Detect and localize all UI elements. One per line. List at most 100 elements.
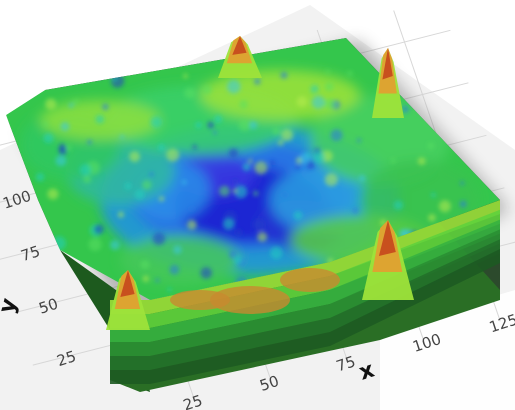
surface-speck xyxy=(254,161,268,175)
ridge-highlight xyxy=(210,286,290,314)
surface-speck xyxy=(430,192,436,198)
surface-speck xyxy=(152,232,166,245)
surface-speck xyxy=(239,100,249,109)
surface-speck xyxy=(214,115,223,124)
surface-speck xyxy=(248,159,253,164)
surface-speck xyxy=(192,144,198,150)
surface-speck xyxy=(140,260,150,269)
surface-speck xyxy=(142,275,150,282)
surface-speck xyxy=(253,190,259,196)
surface-speck xyxy=(228,250,238,259)
surface-speck xyxy=(166,148,180,162)
surface-speck xyxy=(111,75,117,81)
peak-back-left xyxy=(218,36,262,78)
surface-speck xyxy=(93,67,105,79)
surface-speck xyxy=(173,245,182,255)
surface-speck xyxy=(212,130,217,135)
surface-speck xyxy=(124,182,132,190)
surface-speck xyxy=(207,121,215,129)
surface-speck xyxy=(428,214,436,222)
surface-speck xyxy=(155,278,160,283)
surface-speck xyxy=(101,103,109,111)
surface-speck xyxy=(454,66,462,74)
surface-speck xyxy=(280,71,288,79)
surface-speck xyxy=(109,240,120,250)
surface-speck xyxy=(60,122,70,131)
surface-speck xyxy=(324,173,338,187)
surface-speck xyxy=(249,121,258,130)
surface-speck xyxy=(107,64,120,77)
surface-speck xyxy=(401,105,410,113)
surface-speck xyxy=(272,127,280,136)
surface-speck xyxy=(234,228,243,237)
surface-speck xyxy=(202,85,212,95)
surface-speck xyxy=(35,172,45,182)
peak-back-right xyxy=(372,48,404,118)
front-band xyxy=(110,209,500,328)
surface-speck xyxy=(295,164,301,170)
peak-front-left xyxy=(106,270,150,330)
ridge-highlight xyxy=(170,290,230,310)
surface-speck xyxy=(324,82,334,92)
surface-speck xyxy=(150,116,162,128)
surface-speck xyxy=(325,69,331,74)
surface-speck xyxy=(330,129,343,142)
surface-speck xyxy=(356,138,362,143)
surface-speck xyxy=(45,98,57,110)
surface-speck xyxy=(270,246,283,259)
surface-speck xyxy=(219,185,230,197)
surface-speck xyxy=(257,231,268,242)
surface-speck xyxy=(282,192,288,198)
surface-speck xyxy=(293,210,303,220)
surface-speck xyxy=(306,160,316,170)
surface-speck xyxy=(460,181,465,186)
surface-speck xyxy=(157,143,166,152)
surface-speck xyxy=(181,179,187,185)
surface-speck xyxy=(280,128,294,142)
surface-speck xyxy=(200,267,212,279)
surface-speck xyxy=(277,139,284,146)
surface-speck xyxy=(83,175,92,184)
surface-speck xyxy=(184,87,196,99)
surface-speck xyxy=(87,139,93,145)
surface-speck xyxy=(58,143,67,152)
surface-speck xyxy=(195,121,202,129)
surface-speck xyxy=(167,287,172,292)
surface-speck xyxy=(55,155,67,167)
surface-speck xyxy=(324,98,336,110)
surface-speck xyxy=(117,211,125,218)
front-band xyxy=(110,229,500,356)
surface-speck xyxy=(73,98,79,105)
y-tick-label: 75 xyxy=(19,242,43,265)
surface-speck xyxy=(312,150,325,164)
surface-speck xyxy=(459,200,467,208)
surface-speck xyxy=(228,148,239,158)
y-tick-label: 50 xyxy=(37,295,61,318)
surface-speck xyxy=(187,220,197,230)
surface-speck xyxy=(129,151,141,163)
surface-speck xyxy=(119,134,125,140)
surface-speck xyxy=(234,185,248,199)
surface-speck xyxy=(149,171,155,177)
surface-speck xyxy=(222,218,235,231)
surface-speck xyxy=(189,206,195,212)
surface-speck xyxy=(306,152,311,157)
x-tick-label: 25 xyxy=(181,391,205,410)
surface-speck xyxy=(352,207,359,214)
surface-speck xyxy=(253,78,261,85)
y-tick-label: 25 xyxy=(55,347,79,370)
surface-speck xyxy=(310,89,316,95)
surface-speck xyxy=(242,163,251,171)
surface-speck xyxy=(296,96,308,107)
x-tick-label: 75 xyxy=(334,352,358,375)
surface-speck xyxy=(95,115,105,124)
surface-speck xyxy=(238,119,251,132)
surface-speck xyxy=(233,255,243,265)
surface-speck xyxy=(158,196,165,202)
surface-peaks xyxy=(106,36,414,330)
surface-speck xyxy=(134,189,145,200)
y-axis-label: y xyxy=(0,296,22,316)
peak-front-right xyxy=(362,220,414,300)
